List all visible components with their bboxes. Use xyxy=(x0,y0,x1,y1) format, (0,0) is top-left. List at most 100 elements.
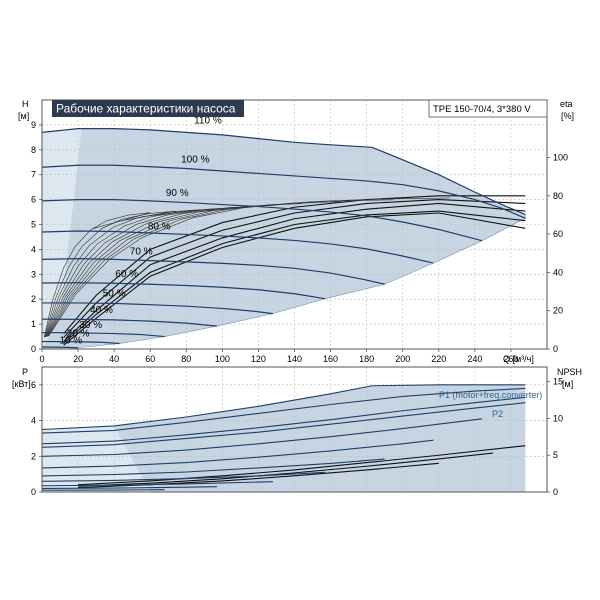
power-curve xyxy=(41,402,526,448)
power-plot-frame xyxy=(41,366,548,493)
head-curve xyxy=(41,346,79,349)
x-tick-label: 220 xyxy=(431,354,446,364)
speed-label: 60 % xyxy=(115,269,138,280)
power-tick-label: 2 xyxy=(31,451,36,461)
eta-axis-unit: [%] xyxy=(561,111,574,121)
head-curve xyxy=(41,258,385,285)
x-tick-label: 160 xyxy=(323,354,338,364)
head-curve xyxy=(41,128,526,216)
power-curve xyxy=(41,418,483,457)
eta-axis-ticks: 0 20 40 60 80 100 xyxy=(547,152,568,354)
power-axis-label: P xyxy=(22,367,28,377)
x-tick-label: 100 xyxy=(215,354,230,364)
power-curves xyxy=(41,384,526,491)
power-curve xyxy=(41,384,526,431)
power-curve xyxy=(41,439,434,469)
y-tick-label: 2 xyxy=(31,294,36,304)
speed-label: 20 % xyxy=(67,329,90,340)
power-area-polygon xyxy=(42,384,526,492)
y-tick-label: 7 xyxy=(31,170,36,180)
power-curve xyxy=(41,471,326,482)
speed-label: 50 % xyxy=(103,289,126,300)
npsh-curve xyxy=(78,452,493,487)
chart-title-background xyxy=(52,100,244,117)
eta-partial-curve xyxy=(47,201,341,337)
head-curve xyxy=(41,331,165,338)
y-tick-label: 4 xyxy=(31,244,36,254)
eta-axis-label: eta xyxy=(560,99,573,109)
x-axis-ticks: 0 20 40 60 80 100 120 140 160 180 200 220 240 260 xyxy=(39,349,518,364)
power-tick-label: 0 xyxy=(31,487,36,497)
npsh-tick-label: 10 xyxy=(553,413,563,423)
head-curve xyxy=(42,302,273,315)
npsh-axis-ticks: 0 5 10 15 xyxy=(547,377,563,497)
x-tick-label: 60 xyxy=(145,354,155,364)
y-tick-label: 1 xyxy=(31,319,36,329)
head-curve xyxy=(41,199,483,242)
p1-legend-label: P1 (motor+freq.converter) xyxy=(439,390,542,400)
y-axis-ticks: 0 1 2 3 4 5 6 7 8 9 xyxy=(31,120,42,354)
y-tick-label: 5 xyxy=(31,220,36,230)
speed-label: 110 % xyxy=(194,116,222,127)
speed-label: 90 % xyxy=(166,188,189,199)
eta-curve xyxy=(63,199,526,338)
speed-label: 30 % xyxy=(79,320,102,331)
head-area-highlight xyxy=(42,128,82,349)
head-curve xyxy=(41,340,120,345)
x-tick-label: 120 xyxy=(251,354,266,364)
npsh-tick-label: 15 xyxy=(553,377,563,387)
power-axis-ticks: 0 2 4 6 xyxy=(31,380,42,497)
head-curve xyxy=(41,230,434,264)
speed-labels: 110 % 100 % 90 % 80 % 70 % 60 % 50 % 40 % 30 %20… xyxy=(59,116,221,347)
power-tick-label: 6 xyxy=(31,380,36,390)
x-tick-label: 240 xyxy=(467,354,482,364)
model-box xyxy=(428,99,548,118)
speed-label: 40 % xyxy=(90,305,113,316)
head-curve xyxy=(41,164,526,219)
y-tick-label: 3 xyxy=(31,269,36,279)
y-tick-label: 9 xyxy=(31,120,36,130)
eta-tick-label: 20 xyxy=(553,306,563,316)
eta-tick-label: 0 xyxy=(553,344,558,354)
head-operating-area xyxy=(42,128,526,349)
speed-label: 80 % xyxy=(148,221,171,232)
head-curve xyxy=(41,282,326,300)
x-tick-label: 200 xyxy=(395,354,410,364)
head-curves xyxy=(41,128,526,349)
power-curve xyxy=(41,489,165,491)
power-tick-label: 4 xyxy=(31,416,36,426)
npsh-tick-label: 5 xyxy=(553,450,558,460)
speed-label: 70 % xyxy=(130,246,153,257)
eta-partial-curve xyxy=(43,212,151,338)
eta-partial-curve xyxy=(47,199,394,337)
eta-partial-curve xyxy=(46,203,302,337)
y-axis-unit: [м] xyxy=(18,111,29,121)
chart-title: Рабочие характеристики насоса xyxy=(56,102,236,116)
y-axis-label: H xyxy=(22,99,29,109)
power-curve xyxy=(41,481,273,487)
npsh-axis-label: NPSH xyxy=(557,367,582,377)
eta-curves xyxy=(43,195,526,346)
head-curve xyxy=(41,318,218,327)
y-tick-label: 8 xyxy=(31,145,36,155)
power-plot: 0 2 4 6 0 5 10 15 P [кВт] NPSH [м] P1 (motor+f… xyxy=(12,366,582,497)
x-tick-label: 80 xyxy=(181,354,191,364)
x-axis-label: Q [м³/ч] xyxy=(503,354,534,364)
npsh-tick-label: 0 xyxy=(553,487,558,497)
power-curve xyxy=(41,486,217,489)
power-curve xyxy=(41,396,526,445)
power-curve xyxy=(41,387,526,434)
eta-tick-label: 100 xyxy=(553,152,568,162)
npsh-curve xyxy=(78,445,526,486)
head-plot: 0 20 40 60 80 100 120 140 160 180 200 220 240 260 012… xyxy=(18,99,574,364)
eta-tick-label: 40 xyxy=(553,267,563,277)
power-operating-area xyxy=(42,384,526,492)
eta-tick-label: 80 xyxy=(553,191,563,201)
speed-label: 100 % xyxy=(181,154,209,165)
y-tick-label: 0 xyxy=(31,344,36,354)
x-tick-label: 140 xyxy=(287,354,302,364)
x-tick-label: 0 xyxy=(39,354,44,364)
y-tick-label: 6 xyxy=(31,195,36,205)
eta-curve xyxy=(63,195,526,335)
